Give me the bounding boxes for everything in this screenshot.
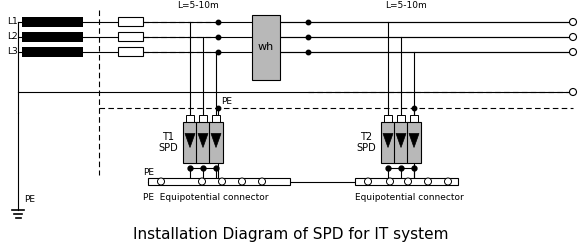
Bar (186, 115, 194, 122)
Circle shape (570, 19, 577, 25)
Bar (252, 15, 280, 80)
Bar (381, 122, 395, 163)
Circle shape (445, 178, 452, 185)
Bar (118, 18, 143, 26)
Bar (394, 122, 408, 163)
Polygon shape (185, 133, 195, 147)
Bar (183, 122, 197, 163)
Circle shape (239, 178, 246, 185)
Circle shape (404, 178, 411, 185)
Circle shape (364, 178, 371, 185)
Text: L1: L1 (7, 18, 17, 26)
Bar (22, 32, 83, 42)
Circle shape (424, 178, 431, 185)
Circle shape (570, 34, 577, 41)
Bar (22, 17, 83, 27)
Bar (118, 47, 143, 57)
Bar (118, 33, 143, 41)
Text: PE: PE (221, 97, 232, 105)
Circle shape (570, 88, 577, 96)
Circle shape (570, 48, 577, 56)
Bar (196, 122, 210, 163)
Text: wh: wh (258, 42, 274, 53)
Bar (397, 115, 405, 122)
Bar (355, 178, 458, 185)
Text: Installation Diagram of SPD for IT system: Installation Diagram of SPD for IT syste… (133, 227, 449, 243)
Bar (199, 115, 207, 122)
Circle shape (218, 178, 225, 185)
Text: PE  Equipotential connector: PE Equipotential connector (143, 193, 268, 202)
Text: T1
SPD: T1 SPD (158, 132, 178, 153)
Text: PE: PE (24, 195, 35, 205)
Text: L3: L3 (7, 47, 17, 57)
Polygon shape (396, 133, 406, 147)
Bar (148, 178, 290, 185)
Text: L=5-10m: L=5-10m (176, 1, 218, 11)
Circle shape (198, 178, 205, 185)
Bar (212, 115, 220, 122)
Polygon shape (383, 133, 393, 147)
Text: PE: PE (143, 168, 154, 177)
Text: L=5-10m: L=5-10m (386, 1, 427, 11)
Bar (209, 122, 223, 163)
Bar (410, 115, 418, 122)
Polygon shape (211, 133, 221, 147)
Circle shape (386, 178, 393, 185)
Circle shape (158, 178, 165, 185)
Polygon shape (198, 133, 208, 147)
Bar (22, 47, 83, 57)
Text: L2: L2 (7, 33, 17, 41)
Polygon shape (409, 133, 419, 147)
Text: T2
SPD: T2 SPD (356, 132, 376, 153)
Bar (407, 122, 421, 163)
Circle shape (258, 178, 265, 185)
Text: Equipotential connector: Equipotential connector (355, 193, 464, 202)
Bar (384, 115, 392, 122)
